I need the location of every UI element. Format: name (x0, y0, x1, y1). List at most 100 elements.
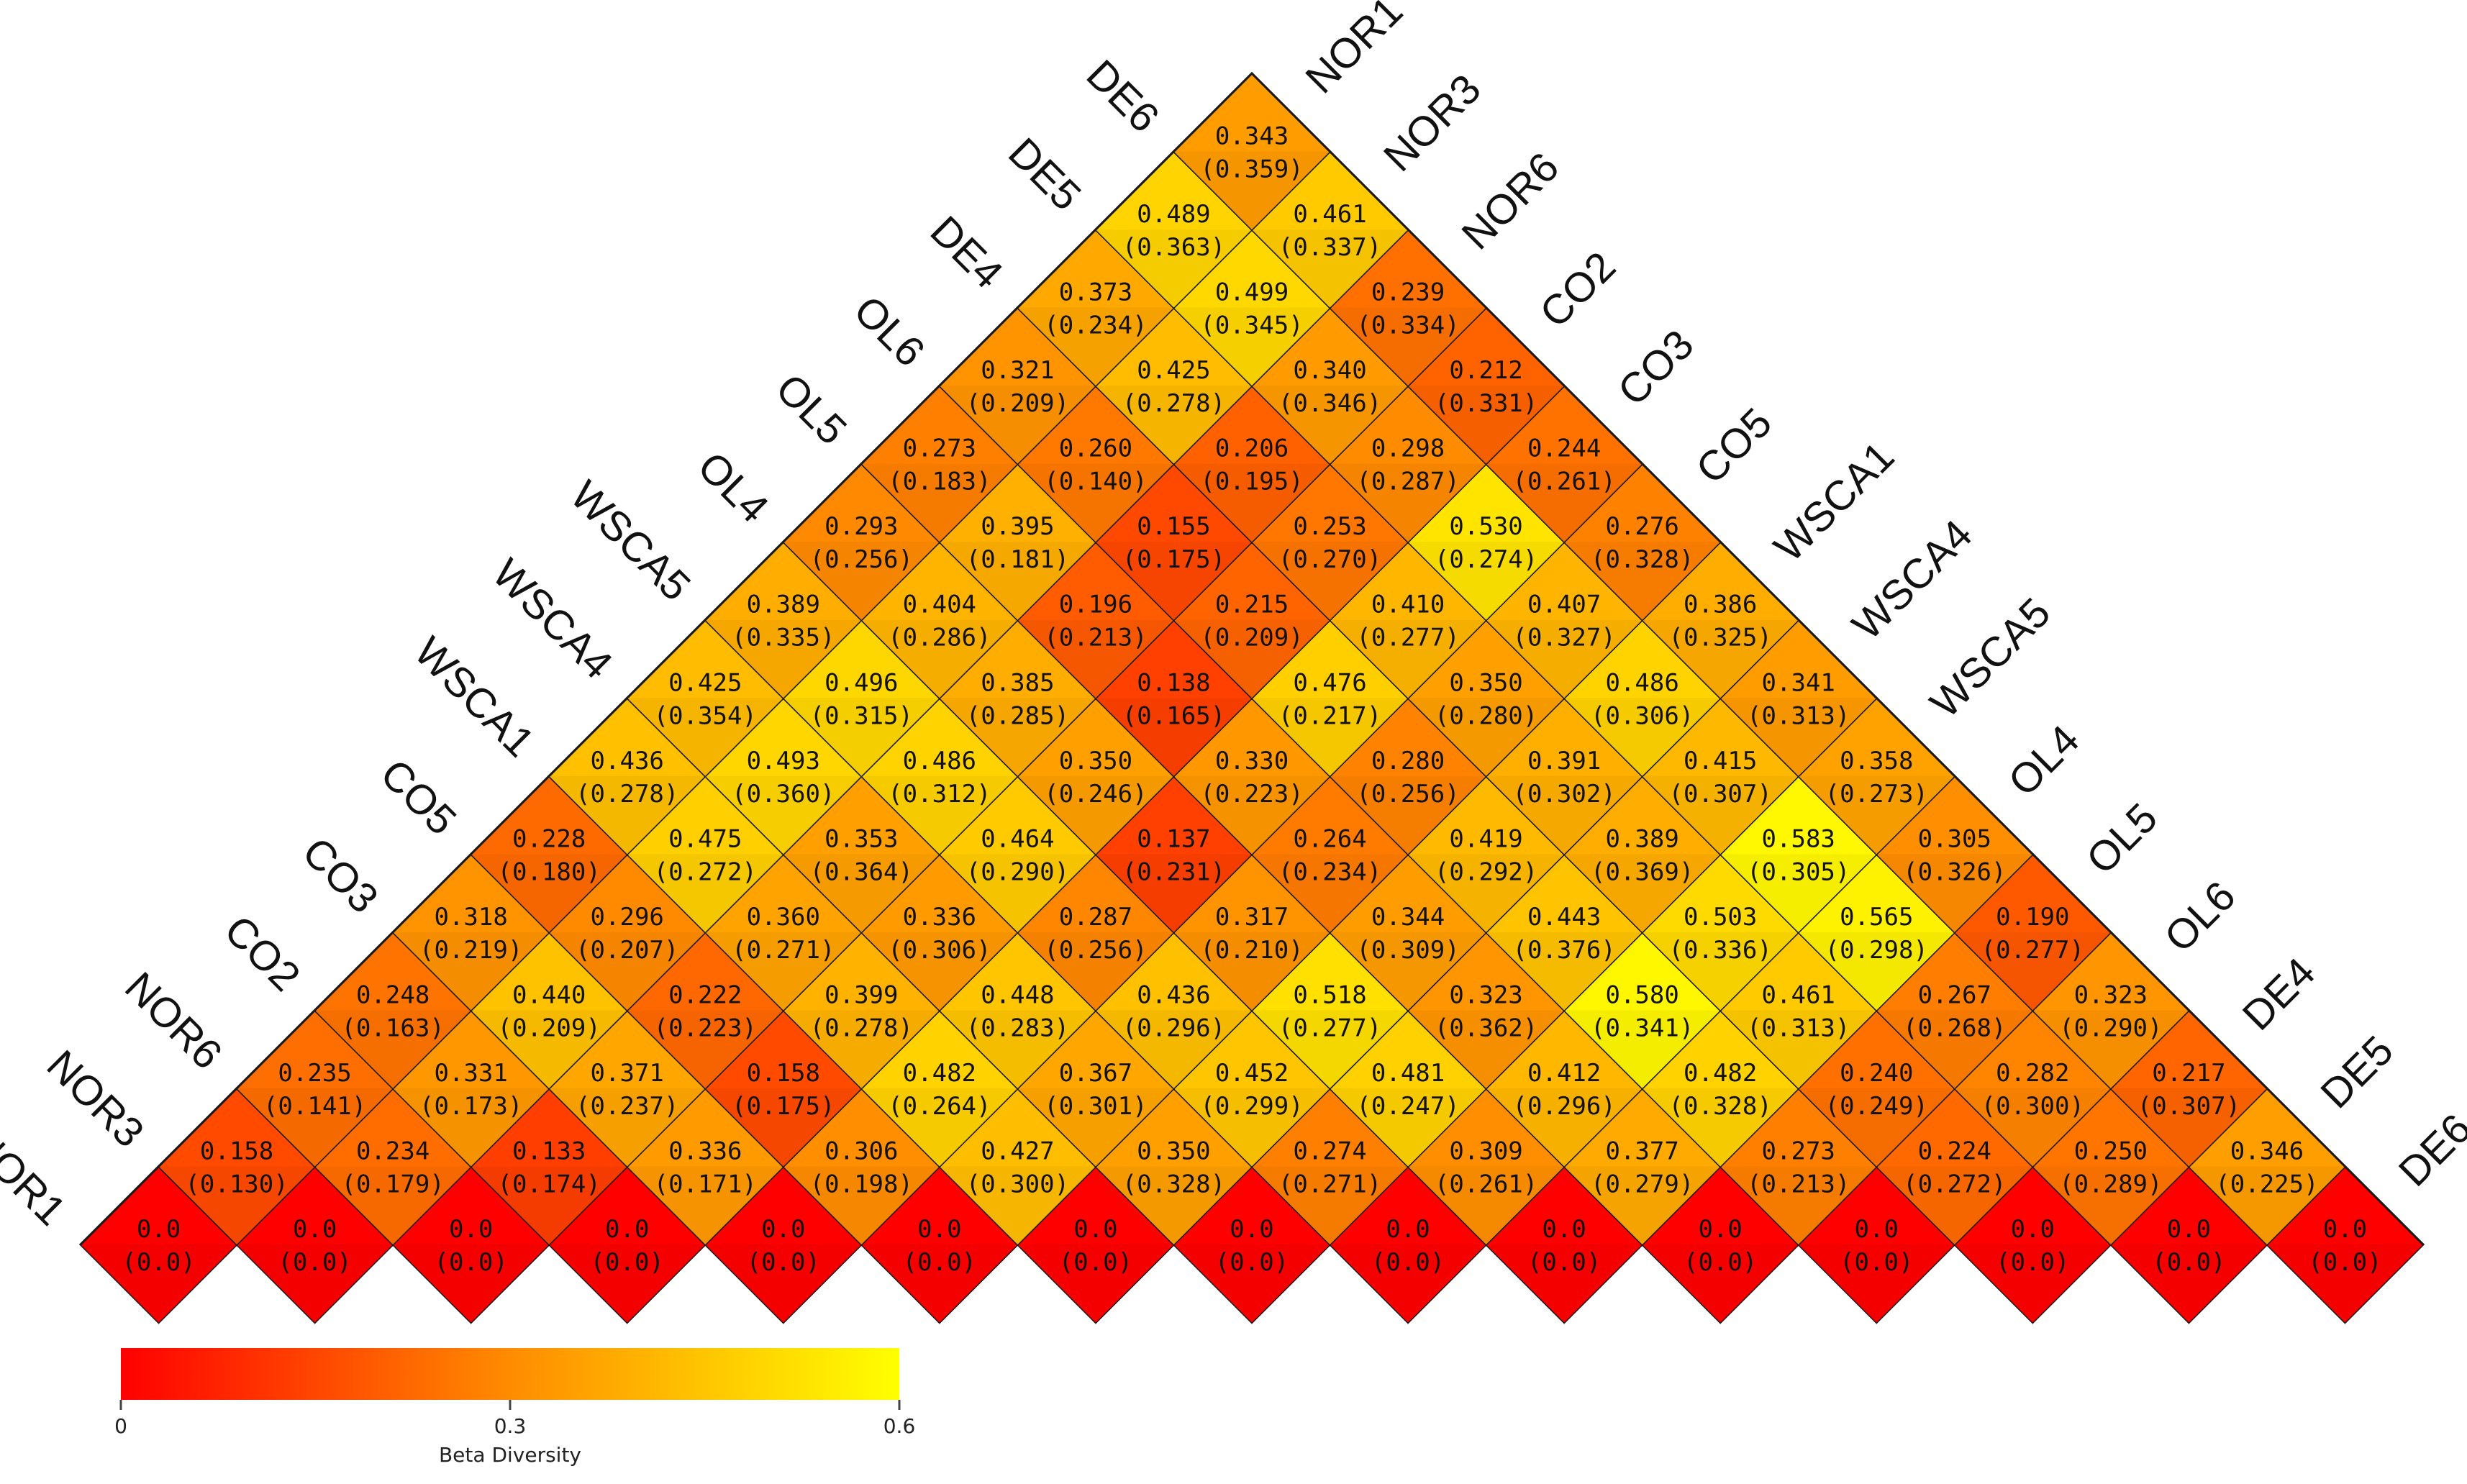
heatmap-cell-secondary-value: (0.325) (1669, 624, 1772, 652)
heatmap-cell-lower-half (1408, 542, 1565, 620)
heatmap-cell-secondary-value: (0.209) (1200, 624, 1303, 652)
heatmap-cell-lower-half (1017, 463, 1174, 542)
heatmap-cell-lower-half (1252, 1010, 1409, 1088)
heatmap-cell-secondary-value: (0.234) (1278, 857, 1381, 886)
heatmap-cell-lower-half (549, 932, 706, 1011)
heatmap-cell-value: 0.350 (1137, 1137, 1210, 1165)
heatmap-cell-value: 0.276 (1605, 512, 1678, 541)
heatmap-cell-lower-half (783, 698, 940, 776)
heatmap-cell-value: 0.234 (356, 1137, 430, 1165)
heatmap-cell-lower-half (705, 1088, 862, 1167)
heatmap-cell-lower-half (1330, 1088, 1486, 1167)
colorbar: 0 0.3 0.6 Beta Diversity (114, 1348, 915, 1467)
right-axis-label: NOR3 (1375, 65, 1490, 181)
heatmap-cell-lower-half (705, 619, 862, 698)
heatmap-cell-secondary-value: (0.345) (1200, 311, 1303, 340)
right-axis-label: NOR6 (1453, 144, 1568, 259)
heatmap-cell-value: 0.389 (747, 591, 820, 619)
heatmap-cell-lower-half (81, 1244, 237, 1323)
heatmap-cell-lower-half (1173, 151, 1330, 230)
heatmap-cell-lower-half (549, 775, 706, 855)
heatmap-cell-lower-half (1798, 775, 1955, 855)
heatmap-cell-lower-half (2032, 1166, 2189, 1244)
heatmap-cell: 0.440 (0.209) (469, 930, 629, 1091)
heatmap-cell-lower-half (1173, 619, 1330, 698)
heatmap-cell-lower-half (1330, 619, 1486, 698)
heatmap-cell-secondary-value: (0.217) (1278, 701, 1381, 730)
heatmap-cell-secondary-value: (0.198) (810, 1170, 913, 1198)
heatmap-cell-value: 0.206 (1215, 434, 1289, 463)
left-axis-label: OL6 (845, 287, 933, 375)
heatmap-cell-lower-half (237, 1088, 394, 1167)
heatmap-cell-lower-half (1564, 1166, 1721, 1244)
heatmap-cell-secondary-value: (0.264) (888, 1092, 991, 1121)
heatmap-cell-value: 0.580 (1605, 980, 1678, 1009)
heatmap-cell-value: 0.224 (1918, 1137, 1991, 1165)
heatmap-cell-value: 0.217 (2152, 1059, 2225, 1088)
heatmap-cell-lower-half (1876, 1166, 2033, 1244)
heatmap-cell-lower-half (1486, 463, 1643, 542)
colorbar-gradient (121, 1348, 899, 1400)
heatmap-cell-secondary-value: (0.209) (498, 1014, 601, 1042)
heatmap-cell-lower-half (1173, 307, 1330, 386)
heatmap-cell-lower-half (1564, 698, 1721, 776)
left-axis-label: CO2 (215, 906, 309, 1000)
heatmap-cell-secondary-value: (0.179) (341, 1170, 444, 1198)
heatmap-cell: 0.580 (0.341) (1563, 930, 1722, 1091)
heatmap-cell: 0.436 (0.278) (548, 696, 707, 856)
heatmap-cell-value: 0.436 (591, 747, 664, 775)
heatmap-cell: 0.399 (0.278) (781, 930, 941, 1091)
heatmap-cell: 0.425 (0.278) (1094, 306, 1254, 465)
heatmap-cell-value: 0.0 (1386, 1215, 1430, 1244)
heatmap-cell-lower-half (1173, 932, 1330, 1011)
heatmap-cell-lower-half (1408, 698, 1565, 776)
heatmap-cell-value: 0.317 (1215, 903, 1289, 932)
heatmap-cell-lower-half (1095, 542, 1252, 620)
heatmap-cell-value: 0.419 (1449, 824, 1522, 853)
heatmap-cell-lower-half (1564, 854, 1721, 932)
heatmap-cell-secondary-value: (0.174) (498, 1170, 601, 1198)
heatmap-cell-secondary-value: (0.277) (1981, 936, 2084, 965)
heatmap-cell-secondary-value: (0.309) (1356, 936, 1459, 965)
heatmap-cell-secondary-value: (0.183) (888, 468, 991, 496)
right-axis-label: OL4 (1999, 716, 2088, 805)
heatmap-cell-value: 0.518 (1293, 980, 1366, 1009)
heatmap-cell-value: 0.0 (1230, 1215, 1273, 1244)
heatmap-cell-secondary-value: (0.261) (1512, 468, 1615, 496)
heatmap-cell-value: 0.461 (1762, 980, 1835, 1009)
heatmap-cell-secondary-value: (0.141) (263, 1092, 366, 1121)
triangle-outline (79, 71, 2425, 1246)
heatmap-cell-lower-half (1173, 463, 1330, 542)
heatmap-cell-value: 0.353 (824, 824, 898, 853)
heatmap-cell-value: 0.407 (1527, 591, 1601, 619)
left-axis-label: WSCA1 (405, 628, 543, 766)
heatmap-cell-lower-half (1173, 1088, 1330, 1167)
heatmap-cell-lower-half (393, 1244, 550, 1323)
heatmap-cell-secondary-value: (0.278) (576, 780, 678, 809)
heatmap-cell-lower-half (1252, 229, 1409, 308)
left-axis-label: OL5 (767, 365, 855, 453)
heatmap-cell-value: 0.260 (1059, 434, 1132, 463)
heatmap-cell: 0.427 (0.300) (937, 1086, 1098, 1247)
right-axis-label: DE4 (2234, 949, 2325, 1039)
heatmap-cell-value: 0.336 (668, 1137, 742, 1165)
heatmap-cell-secondary-value: (0.277) (1356, 624, 1459, 652)
heatmap-cell-value: 0.493 (747, 747, 820, 775)
heatmap-cell-secondary-value: (0.0) (591, 1248, 664, 1277)
heatmap-cell-lower-half (1095, 386, 1252, 464)
heatmap-cell: 0.253 (0.270) (1250, 462, 1410, 622)
left-axis-label: NOR1 (0, 1119, 75, 1234)
heatmap-cell-value: 0.340 (1293, 356, 1366, 385)
heatmap-cell-value: 0.0 (1698, 1215, 1742, 1244)
heatmap-cell-lower-half (627, 854, 783, 932)
heatmap-cell-lower-half (1876, 854, 2033, 932)
heatmap-cell-lower-half (158, 1166, 315, 1244)
heatmap-cell-secondary-value: (0.363) (1122, 233, 1225, 262)
heatmap-cell-secondary-value: (0.277) (1278, 1014, 1381, 1042)
heatmap-cell-lower-half (783, 854, 940, 932)
heatmap-cell: 0.377 (0.279) (1563, 1086, 1722, 1247)
heatmap-cell-secondary-value: (0.0) (1840, 1248, 1913, 1277)
heatmap-cell-secondary-value: (0.289) (2059, 1170, 2162, 1198)
heatmap-cell-value: 0.309 (1449, 1137, 1522, 1165)
left-axis-label: NOR6 (116, 963, 231, 1078)
